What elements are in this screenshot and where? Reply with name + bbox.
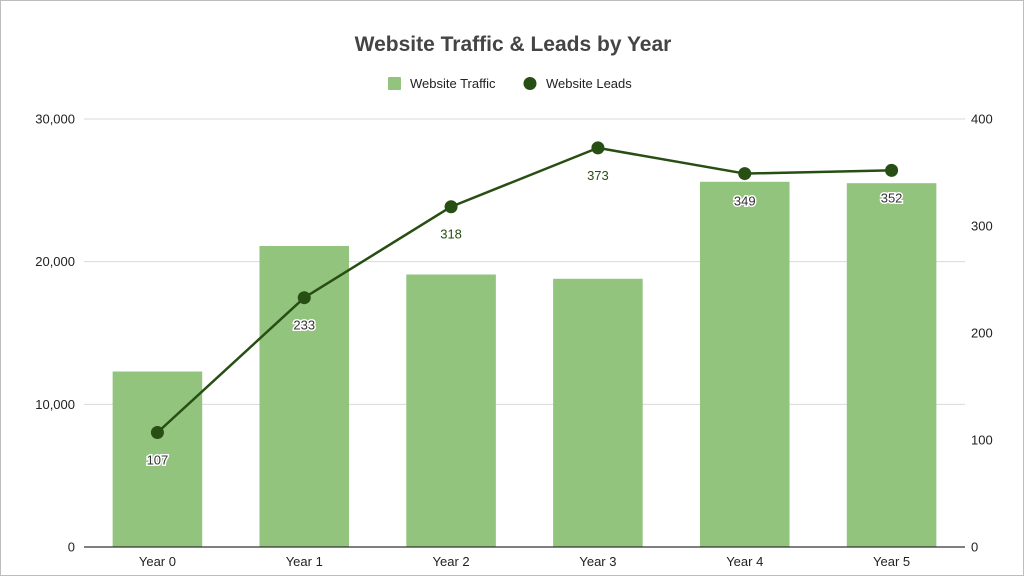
y-right-tick-label: 400: [971, 112, 993, 127]
data-label-website-leads: 107: [147, 453, 169, 468]
x-tick-label: Year 2: [433, 554, 470, 569]
y-left-tick-label: 10,000: [35, 397, 75, 412]
bar-website-traffic-1: [259, 245, 350, 547]
y-axis-left: 0 10,000 20,000 30,000: [35, 112, 75, 555]
y-right-tick-label: 300: [971, 219, 993, 234]
data-label-website-leads: 373: [587, 168, 609, 183]
legend-label-website-leads: Website Leads: [546, 76, 632, 91]
point-website-leads-5: [885, 163, 899, 177]
point-website-leads-4: [738, 167, 752, 181]
point-website-leads-1: [297, 291, 311, 305]
line-series: [150, 141, 899, 440]
x-tick-label: Year 5: [873, 554, 910, 569]
x-tick-label: Year 0: [139, 554, 176, 569]
point-website-leads-2: [444, 200, 458, 214]
y-left-tick-label: 0: [68, 540, 75, 555]
legend-label-website-traffic: Website Traffic: [410, 76, 496, 91]
y-left-tick-label: 20,000: [35, 254, 75, 269]
bar-website-traffic-4: [699, 181, 790, 548]
legend-swatch-website-traffic: [388, 77, 401, 90]
x-axis: Year 0 Year 1 Year 2 Year 3 Year 4 Year 5: [84, 546, 965, 569]
y-right-tick-label: 100: [971, 433, 993, 448]
chart-title: Website Traffic & Leads by Year: [355, 33, 672, 56]
bar-website-traffic-3: [553, 278, 643, 547]
data-label-website-leads: 352: [881, 190, 903, 205]
data-label-website-leads: 349: [734, 194, 756, 209]
bar-website-traffic-0: [112, 371, 203, 547]
data-labels: 107 233 318 373 349 352: [145, 168, 904, 469]
data-label-website-leads: 233: [293, 318, 315, 333]
y-right-tick-label: 0: [971, 540, 978, 555]
data-label-website-leads: 318: [440, 227, 462, 242]
point-website-leads-3: [591, 141, 605, 155]
x-tick-label: Year 3: [579, 554, 616, 569]
bar-series: [112, 181, 937, 548]
legend: Website Traffic Website Leads: [388, 76, 632, 91]
line-website-leads: [156, 146, 892, 434]
y-right-tick-label: 200: [971, 326, 993, 341]
bar-website-traffic-2: [406, 274, 496, 547]
x-tick-label: Year 4: [726, 554, 763, 569]
point-website-leads-0: [150, 426, 164, 440]
gridlines: [84, 118, 965, 405]
legend-marker-website-leads: [523, 77, 537, 90]
y-axis-right: 0 100 200 300 400: [971, 112, 993, 555]
y-left-tick-label: 30,000: [35, 112, 75, 127]
bar-website-traffic-5: [846, 183, 937, 547]
x-tick-label: Year 1: [286, 554, 323, 569]
